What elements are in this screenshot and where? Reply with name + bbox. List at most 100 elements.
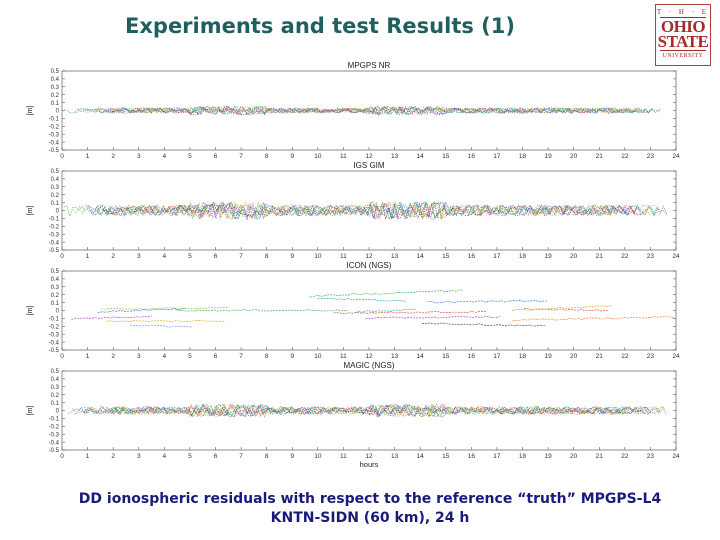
x-tick-label: 23	[647, 353, 655, 360]
residual-series-0	[523, 307, 609, 312]
y-tick-label: -0.1	[49, 217, 60, 223]
x-tick-label: 9	[290, 353, 294, 360]
residual-series-6	[111, 403, 650, 418]
x-tick-label: 6	[214, 453, 218, 460]
x-tick-label: 21	[596, 353, 604, 360]
y-tick-label: 0.2	[51, 393, 60, 399]
x-tick-label: 2	[111, 453, 115, 460]
residual-series-14	[365, 316, 501, 319]
residual-series-7	[111, 403, 637, 418]
residual-series-8	[96, 105, 653, 116]
residual-series-9	[101, 306, 228, 310]
x-tick-label: 15	[442, 253, 450, 260]
x-tick-label: 13	[391, 353, 399, 360]
x-tick-label: 4	[163, 153, 167, 160]
x-tick-label: 5	[188, 453, 192, 460]
residual-series-2	[106, 404, 660, 418]
x-tick-label: 11	[340, 153, 347, 160]
x-axis-label: hours	[360, 460, 379, 469]
residual-series-8	[88, 403, 669, 417]
x-tick-label: 1	[86, 153, 90, 160]
x-tick-label: 12	[365, 153, 373, 160]
x-tick-label: 14	[417, 453, 425, 460]
y-tick-label: 0.3	[51, 85, 60, 91]
x-tick-label: 4	[163, 253, 167, 260]
x-tick-label: 2	[111, 353, 115, 360]
x-tick-label: 23	[647, 253, 655, 260]
x-tick-label: 17	[493, 253, 501, 260]
y-tick-label: 0.3	[51, 385, 60, 391]
y-tick-label: -0.4	[49, 240, 60, 246]
y-tick-label: -0.4	[49, 440, 60, 446]
x-tick-label: 23	[647, 153, 655, 160]
x-tick-label: 4	[163, 453, 167, 460]
x-tick-label: 4	[163, 353, 167, 360]
residual-series-3	[82, 105, 636, 116]
y-tick-label: -0.2	[49, 125, 60, 131]
x-tick-label: 0	[60, 453, 64, 460]
chart-panel-2: ICON (NGS)[m]0.50.40.30.20.10-0.1-0.2-0.…	[27, 261, 680, 360]
logo-rule-2	[660, 50, 706, 51]
x-tick-label: 10	[314, 153, 322, 160]
chart-title: MPGPS NR	[348, 61, 391, 70]
x-tick-label: 20	[570, 253, 578, 260]
y-tick-label: 0.2	[51, 93, 60, 99]
caption-line-1: DD ionospheric residuals with respect to…	[78, 491, 662, 507]
x-tick-label: 14	[417, 253, 425, 260]
x-tick-label: 17	[493, 453, 501, 460]
y-tick-label: 0.3	[51, 185, 60, 191]
x-tick-label: 22	[621, 253, 629, 260]
residual-series-2	[309, 289, 464, 298]
logo-university: UNIVERSITY	[662, 53, 704, 59]
y-tick-label: -0.1	[49, 417, 60, 423]
x-tick-label: 15	[442, 453, 450, 460]
y-tick-label: 0.4	[51, 377, 60, 383]
x-tick-label: 22	[621, 153, 629, 160]
residual-series-1	[89, 201, 668, 220]
x-tick-label: 8	[265, 453, 269, 460]
residual-series-10	[333, 310, 488, 314]
y-tick-label: 0	[56, 209, 60, 215]
chart-panel-0: MPGPS NR [m] 0.5 0.4 0.3 0.2 0.1 0 -0.1 -0.2-0.3 -…	[27, 61, 680, 160]
x-tick-label: 17	[493, 353, 501, 360]
residual-series-8	[130, 324, 192, 328]
residual-series-1	[97, 308, 186, 314]
y-tick-label: -0.3	[49, 132, 60, 138]
y-tick-label: 0	[56, 409, 60, 415]
y-tick-label: -0.3	[49, 432, 60, 438]
residual-series-4	[86, 201, 640, 221]
x-tick-label: 20	[570, 453, 578, 460]
x-tick-label: 10	[314, 453, 322, 460]
x-tick-label: 14	[417, 353, 425, 360]
residual-series-12	[175, 309, 349, 312]
x-tick-label: 17	[493, 153, 501, 160]
x-tick-label: 11	[340, 453, 347, 460]
x-tick-label: 18	[519, 253, 527, 260]
logo-rule	[660, 17, 706, 18]
x-tick-label: 3	[137, 353, 141, 360]
x-tick-label: 7	[239, 453, 243, 460]
x-tick-label: 3	[137, 253, 141, 260]
residual-series-7	[512, 316, 674, 321]
residual-series-6	[111, 105, 652, 116]
data-series-group	[67, 403, 669, 418]
chart-panel-1: IGS GIM [m] 0.5 0.4 0.3 0.2 0.1 0 -0.1 -0.2-0.3 -0…	[27, 161, 680, 260]
x-tick-label: 12	[365, 453, 373, 460]
y-tick-label: 0	[56, 309, 60, 315]
y-tick-label: 0.5	[51, 169, 60, 175]
x-tick-label: 19	[544, 153, 552, 160]
y-tick-label: 0.1	[51, 301, 60, 307]
residual-series-3	[106, 320, 226, 323]
x-tick-label: 3	[137, 453, 141, 460]
x-tick-label: 16	[468, 153, 476, 160]
y-tick-label: 0.4	[51, 277, 60, 283]
x-tick-label: 23	[647, 453, 655, 460]
x-tick-label: 24	[672, 353, 680, 360]
logo-ohio: OHIO	[660, 17, 706, 36]
residual-series-13	[511, 305, 612, 311]
x-tick-label: 10	[314, 353, 322, 360]
residual-series-5	[317, 297, 406, 302]
residual-series-6	[421, 322, 545, 327]
x-tick-label: 1	[86, 353, 90, 360]
y-tick-label: 0.4	[51, 177, 60, 183]
